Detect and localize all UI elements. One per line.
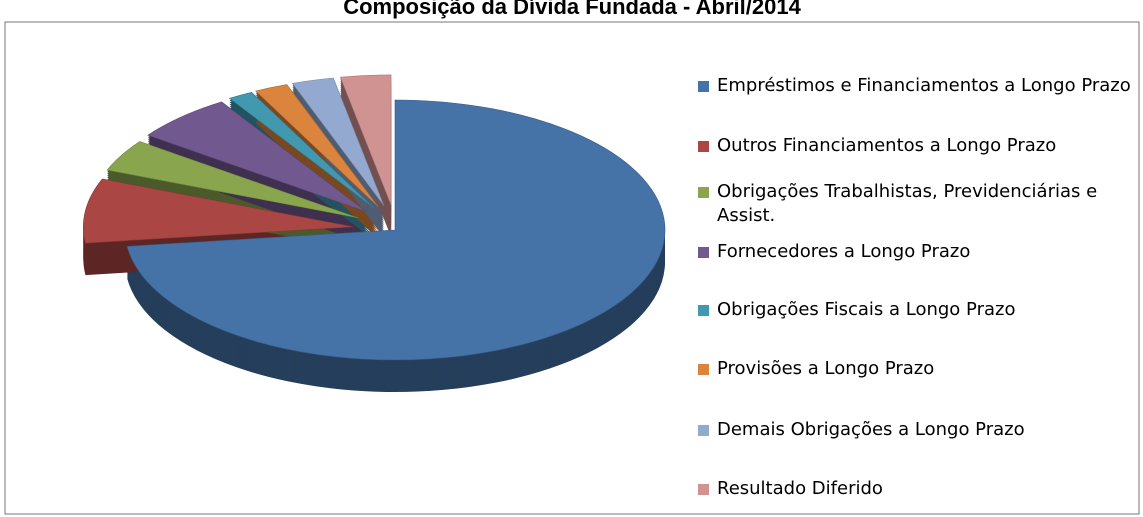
pie-slice bbox=[340, 74, 392, 206]
pie-slice bbox=[291, 77, 385, 206]
pie-slice bbox=[147, 101, 367, 212]
legend-swatch bbox=[698, 305, 709, 316]
legend-item: Obrigações Trabalhistas, Previdenciárias… bbox=[698, 180, 1138, 228]
legend-swatch bbox=[698, 81, 709, 92]
legend-item: Demais Obrigações a Longo Prazo bbox=[698, 418, 1138, 442]
legend-item: Empréstimos e Financiamentos a Longo Pra… bbox=[698, 74, 1138, 98]
legend-label: Outros Financiamentos a Longo Prazo bbox=[717, 135, 1057, 156]
legend-label: Demais Obrigações a Longo Prazo bbox=[717, 419, 1025, 440]
pie-slice bbox=[83, 178, 354, 244]
legend-swatch bbox=[698, 364, 709, 375]
legend-item: Obrigações Fiscais a Longo Prazo bbox=[698, 298, 1138, 322]
chart-title: Composição da Dívida Fundada - Abril/201… bbox=[343, 0, 801, 19]
legend-swatch bbox=[698, 187, 709, 198]
legend-swatch bbox=[698, 247, 709, 258]
legend-item: Provisões a Longo Prazo bbox=[698, 357, 1138, 381]
pie-slice bbox=[106, 141, 359, 219]
legend-swatch bbox=[698, 141, 709, 152]
legend-label: Obrigações Fiscais a Longo Prazo bbox=[717, 299, 1016, 320]
legend-label: Obrigações Trabalhistas, Previdenciárias… bbox=[717, 181, 1098, 226]
legend-item: Outros Financiamentos a Longo Prazo bbox=[698, 134, 1138, 158]
legend-label: Fornecedores a Longo Prazo bbox=[717, 241, 971, 262]
legend-label: Resultado Diferido bbox=[717, 478, 883, 499]
legend-item: Resultado Diferido bbox=[698, 477, 1138, 501]
pie-slice bbox=[228, 91, 375, 209]
legend-swatch bbox=[698, 484, 709, 495]
pie-slice bbox=[255, 84, 379, 208]
legend-label: Empréstimos e Financiamentos a Longo Pra… bbox=[717, 75, 1131, 96]
legend-label: Provisões a Longo Prazo bbox=[717, 358, 935, 379]
legend-swatch bbox=[698, 425, 709, 436]
pie-slice bbox=[126, 99, 666, 361]
legend-item: Fornecedores a Longo Prazo bbox=[698, 240, 1138, 264]
pie bbox=[83, 74, 666, 392]
